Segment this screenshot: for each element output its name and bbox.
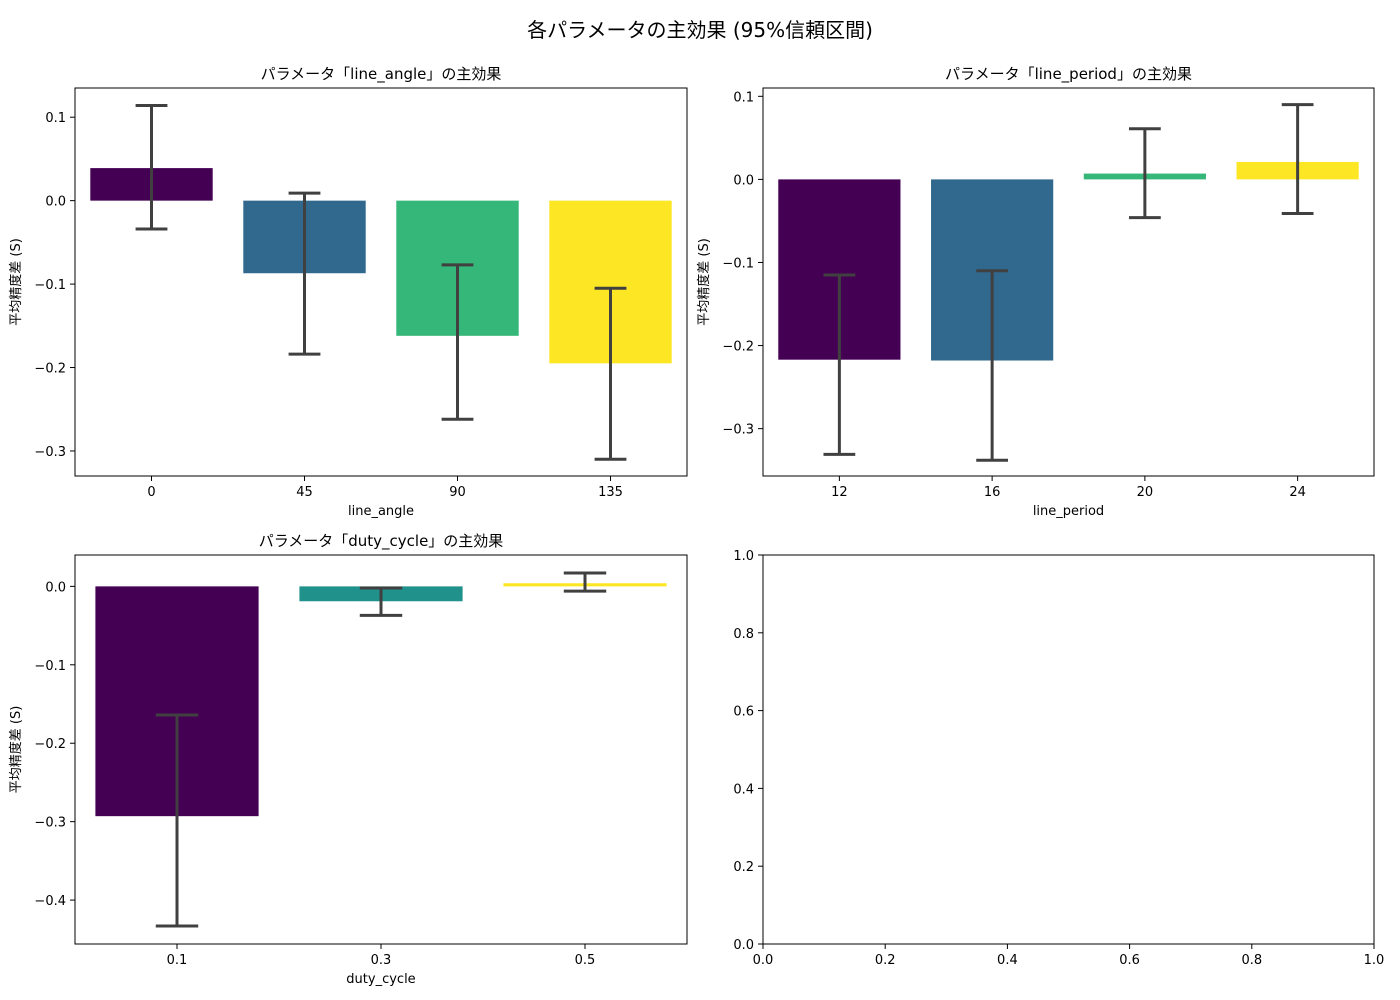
subplot-title: パラメータ「line_angle」の主効果 (261, 65, 502, 84)
x-tick-label: 24 (1289, 485, 1306, 500)
x-tick-label: 90 (449, 485, 466, 500)
y-tick-label: 0.0 (45, 195, 66, 210)
error-bar-24 (1281, 103, 1314, 215)
x-tick-label: 16 (984, 485, 1001, 500)
x-axis-label: line_angle (348, 504, 414, 519)
y-tick-label: 0.0 (733, 173, 754, 188)
x-tick-label: 45 (296, 485, 313, 500)
y-tick-label: 1.0 (733, 549, 754, 564)
subplot-4: 0.0 0.2 0.4 0.6 0.8 1.0 0.0 0.2 0.4 0.6 0.8 1.0 (733, 549, 1384, 968)
y-tick-label: −0.2 (34, 362, 66, 377)
plot-frame (74, 87, 688, 477)
y-tick-label: 0.4 (733, 782, 754, 797)
error-bar-16 (976, 269, 1009, 462)
plot-frame (762, 87, 1375, 477)
error-bar-12 (823, 273, 856, 456)
y-tick-label: −0.3 (34, 816, 66, 831)
subplot-1: 0 45 90 135 0.1 0.0 −0.1 −0.2 −0.3 パラメータ「line_ang… (8, 65, 688, 519)
error-bar-20 (1128, 127, 1161, 220)
x-tick-label: 0.0 (753, 953, 774, 968)
x-tick-label: 12 (831, 485, 848, 500)
plot-frame (762, 554, 1375, 945)
error-bar-90 (441, 263, 474, 421)
x-tick-label: 1.0 (1364, 953, 1385, 968)
y-tick-label: 0.0 (45, 580, 66, 595)
y-tick-label: 0.1 (733, 90, 754, 105)
error-bar-0.1 (155, 713, 199, 928)
y-tick-label: −0.1 (34, 659, 66, 674)
x-tick-label: 20 (1137, 485, 1154, 500)
error-bar-0.5 (563, 571, 607, 593)
x-tick-label: 0.1 (167, 953, 188, 968)
figure-title: 各パラメータの主効果 (95%信頼区間) (527, 18, 873, 42)
x-axis-label: line_period (1033, 504, 1104, 519)
y-axis-label: 平均精度差 (S) (696, 238, 712, 326)
x-tick-label: 0.8 (1241, 953, 1262, 968)
y-tick-label: 0.8 (733, 627, 754, 642)
y-tick-label: 0.1 (45, 111, 66, 126)
y-axis-label: 平均精度差 (S) (8, 706, 24, 794)
subplot-title: パラメータ「duty_cycle」の主効果 (259, 532, 504, 551)
y-tick-label: −0.3 (34, 445, 66, 460)
subplot-title: パラメータ「line_period」の主効果 (945, 65, 1192, 84)
error-bar-135 (594, 286, 627, 461)
x-tick-label: 0.6 (1119, 953, 1140, 968)
error-bar-0 (135, 104, 168, 231)
y-tick-label: −0.2 (34, 737, 66, 752)
error-bar-0.3 (359, 586, 403, 617)
y-axis-label: 平均精度差 (S) (8, 238, 24, 326)
y-tick-label: −0.4 (34, 894, 66, 909)
y-tick-label: −0.3 (722, 423, 754, 438)
y-tick-label: −0.1 (722, 256, 754, 271)
x-tick-label: 0.4 (997, 953, 1018, 968)
y-tick-label: 0.6 (733, 705, 754, 720)
subplot-3: 0.1 0.3 0.5 0.0 −0.1 −0.2 −0.3 −0.4 パラメータ「duty_c… (8, 532, 688, 987)
y-tick-label: 0.0 (733, 938, 754, 953)
y-tick-label: −0.1 (34, 278, 66, 293)
x-tick-label: 0.2 (875, 953, 896, 968)
x-tick-label: 135 (598, 485, 623, 500)
y-tick-label: −0.2 (722, 340, 754, 355)
x-axis-label: duty_cycle (346, 972, 415, 987)
y-tick-label: 0.2 (733, 860, 754, 875)
x-tick-label: 0 (147, 485, 155, 500)
subplot-2: 12 16 20 24 0.1 0.0 −0.1 −0.2 −0.3 パラメータ「line_per… (696, 65, 1375, 519)
x-tick-label: 0.5 (575, 953, 596, 968)
error-bar-45 (288, 191, 321, 356)
x-tick-label: 0.3 (371, 953, 392, 968)
